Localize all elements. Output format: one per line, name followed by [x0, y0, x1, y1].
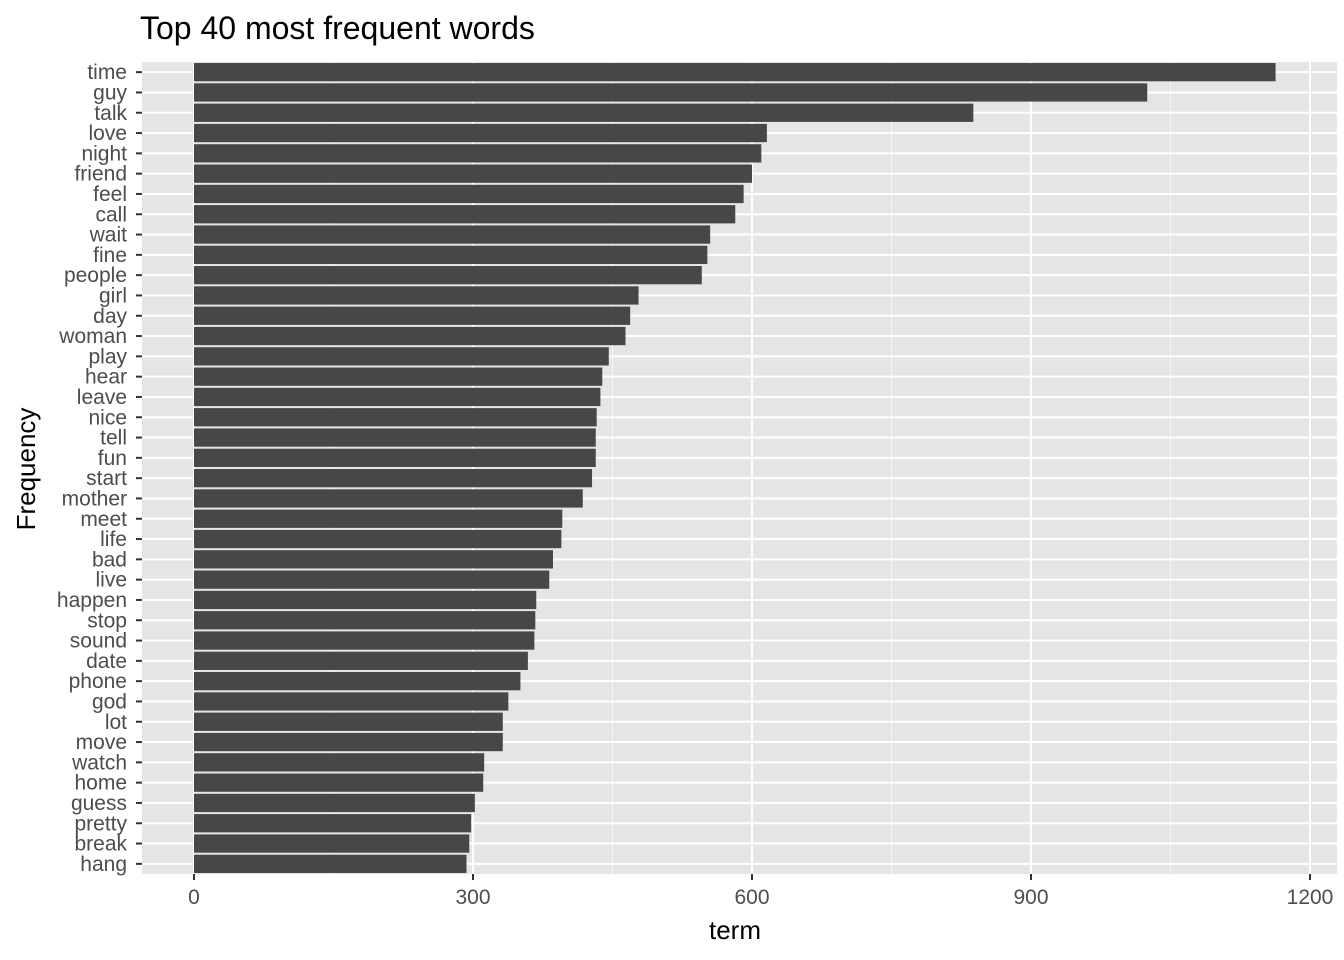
bar-life	[194, 529, 562, 549]
y-tick-label: talk	[94, 102, 127, 125]
y-axis: timeguytalklovenightfriendfeelcallwaitfi…	[57, 61, 142, 876]
bar-guy	[194, 83, 1148, 102]
bar-bad	[194, 550, 553, 569]
bars	[194, 63, 1276, 873]
bar-leave	[194, 387, 601, 407]
y-tick-label: play	[88, 345, 127, 368]
y-tick-label: day	[93, 305, 127, 328]
bar-talk	[194, 103, 974, 122]
y-tick-label: life	[100, 528, 127, 551]
bar-nice	[194, 408, 597, 427]
bar-fine	[194, 245, 708, 264]
bar-live	[194, 570, 550, 589]
y-tick-label: people	[64, 264, 127, 287]
y-tick-label: happen	[57, 589, 127, 612]
y-tick-label: tell	[100, 427, 127, 450]
bar-wait	[194, 225, 711, 244]
bar-sound	[194, 631, 535, 650]
bar-meet	[194, 509, 563, 528]
x-tick-label: 1200	[1287, 886, 1334, 909]
bar-fun	[194, 448, 596, 467]
bar-hear	[194, 367, 603, 386]
y-tick-label: move	[76, 731, 127, 754]
x-axis-title: term	[709, 915, 761, 945]
y-tick-label: hang	[80, 853, 127, 876]
bar-date	[194, 651, 528, 670]
y-tick-label: start	[86, 467, 127, 490]
chart-title: Top 40 most frequent words	[140, 10, 535, 46]
bar-time	[194, 63, 1276, 82]
bar-move	[194, 732, 503, 752]
y-tick-label: date	[86, 650, 127, 673]
y-tick-label: meet	[80, 508, 127, 531]
bar-break	[194, 834, 470, 853]
bar-start	[194, 469, 593, 488]
y-tick-label: lot	[105, 711, 127, 734]
x-axis: 0 300 600 900 1200	[188, 874, 1333, 909]
y-tick-label: leave	[77, 386, 127, 409]
bar-god	[194, 692, 509, 711]
y-tick-label: call	[95, 203, 127, 226]
bar-home	[194, 773, 484, 792]
bar-tell	[194, 428, 596, 447]
bar-call	[194, 205, 736, 224]
y-tick-label: friend	[74, 163, 127, 186]
y-tick-label: fun	[98, 447, 127, 470]
y-tick-label: love	[88, 122, 127, 145]
y-tick-label: break	[74, 833, 127, 856]
y-tick-label: wait	[89, 224, 128, 247]
y-axis-title: Frequency	[11, 408, 41, 531]
bar-people	[194, 266, 702, 285]
plot-panel	[142, 62, 1337, 874]
bar-night	[194, 144, 762, 163]
y-tick-label: god	[92, 690, 127, 713]
bar-play	[194, 347, 609, 366]
y-tick-label: feel	[93, 183, 127, 206]
y-tick-label: guy	[93, 81, 127, 104]
x-tick-label: 0	[188, 886, 200, 909]
bar-happen	[194, 590, 537, 610]
y-tick-label: home	[74, 772, 127, 795]
y-tick-label: stop	[87, 609, 127, 632]
y-tick-label: woman	[58, 325, 127, 348]
bar-friend	[194, 164, 752, 183]
bar-girl	[194, 286, 639, 305]
x-tick-label: 600	[734, 886, 769, 909]
y-tick-label: fine	[93, 244, 127, 267]
x-tick-label: 300	[455, 886, 490, 909]
y-tick-label: sound	[70, 630, 127, 653]
y-tick-label: time	[87, 61, 127, 84]
x-tick-label: 900	[1013, 886, 1048, 909]
y-tick-label: guess	[71, 792, 127, 815]
bar-watch	[194, 753, 485, 772]
y-tick-label: pretty	[74, 812, 127, 835]
y-tick-label: girl	[99, 284, 127, 307]
bar-day	[194, 306, 631, 325]
bar-guess	[194, 793, 475, 813]
y-tick-label: watch	[71, 751, 127, 774]
bar-lot	[194, 712, 503, 731]
y-tick-label: phone	[69, 670, 127, 693]
bar-mother	[194, 489, 583, 508]
bar-woman	[194, 326, 626, 346]
bar-phone	[194, 672, 521, 691]
bar-feel	[194, 184, 744, 204]
y-tick-label: live	[95, 569, 127, 592]
y-tick-label: night	[81, 142, 127, 165]
bar-stop	[194, 611, 536, 630]
y-tick-label: bad	[92, 548, 127, 571]
bar-love	[194, 123, 767, 143]
bar-hang	[194, 854, 467, 873]
y-tick-label: nice	[88, 406, 127, 429]
y-tick-label: hear	[85, 366, 127, 389]
y-tick-label: mother	[62, 487, 127, 510]
bar-pretty	[194, 814, 472, 833]
